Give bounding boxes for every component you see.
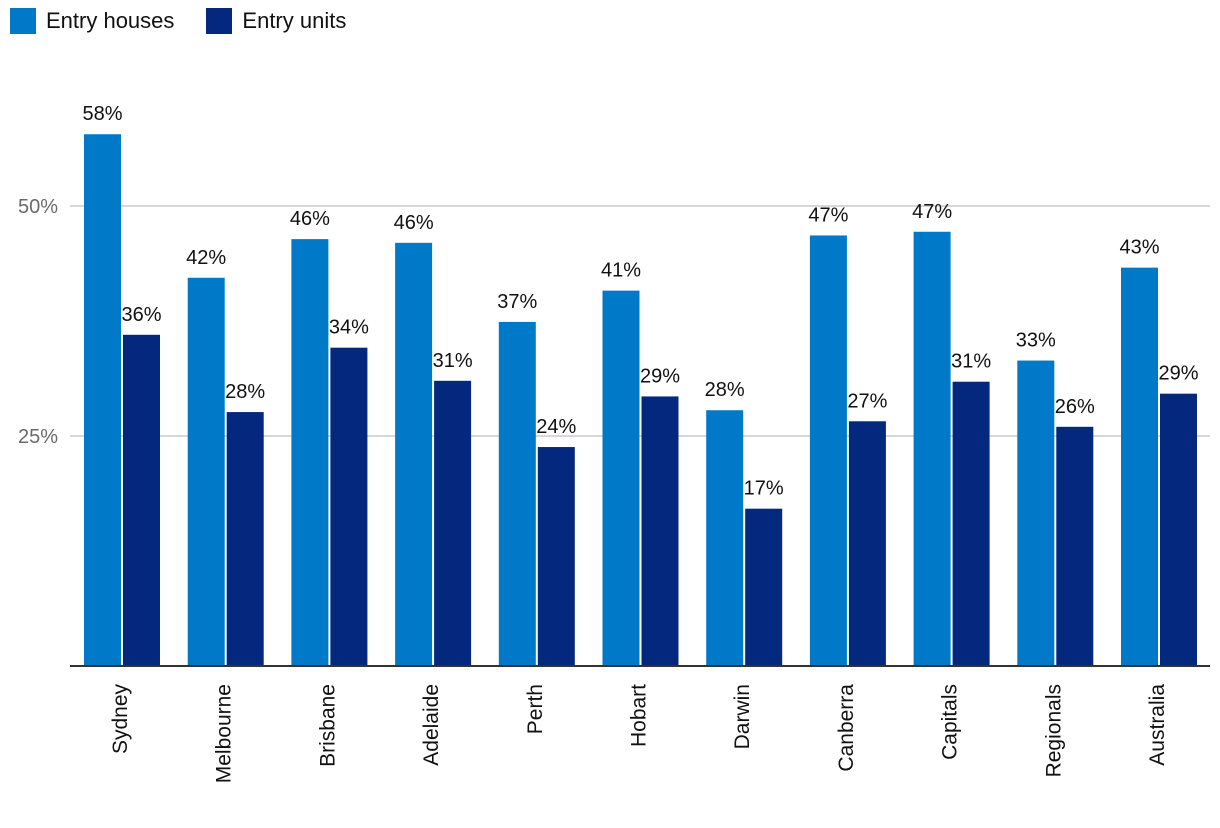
data-label: 47% (912, 201, 952, 223)
bar-canberra-houses (809, 235, 847, 666)
legend-item-entry-houses: Entry houses (10, 8, 174, 34)
data-label: 26% (1055, 396, 1095, 418)
data-label: 46% (394, 212, 434, 234)
x-tick-label-hobart: Hobart (628, 684, 651, 747)
data-label: 36% (121, 304, 161, 326)
data-label: 47% (808, 204, 848, 226)
label-layer: 58% 36% Sydney 42% 28% Melbourne 46% 34% Brisban… (82, 103, 1198, 783)
data-label: 33% (1016, 330, 1056, 352)
y-tick-label: 50% (18, 196, 58, 218)
data-label: 28% (705, 379, 745, 401)
x-tick-label-australia: Australia (1146, 684, 1169, 766)
y-tick-label: 25% (18, 426, 58, 448)
x-tick-label-perth: Perth (524, 684, 547, 734)
data-label: 31% (951, 351, 991, 373)
bar-brisbane-houses (291, 239, 329, 666)
bar-canberra-units (848, 421, 886, 666)
bar-regionals-units (1056, 426, 1094, 666)
data-label: 28% (225, 381, 265, 403)
legend-swatch-entry-houses (10, 8, 36, 34)
x-tick-label-darwin: Darwin (731, 684, 754, 749)
x-tick-label-melbourne: Melbourne (213, 684, 236, 783)
bar-adelaide-units (434, 380, 472, 666)
bar-capitals-units (952, 381, 990, 666)
x-tick-label-adelaide: Adelaide (420, 684, 443, 766)
data-label: 58% (82, 103, 122, 125)
legend-label-entry-units: Entry units (242, 8, 347, 33)
data-label: 29% (1158, 363, 1198, 385)
bar-perth-houses (498, 321, 536, 666)
bar-capitals-houses (913, 231, 951, 666)
x-tick-label-canberra: Canberra (835, 684, 858, 772)
legend-item-entry-units: Entry units (206, 8, 346, 34)
data-label: 37% (497, 291, 537, 313)
bar-regionals-houses (1017, 360, 1055, 666)
bar-darwin-units (745, 508, 783, 666)
x-tick-label-regionals: Regionals (1042, 684, 1065, 777)
bar-melbourne-houses (187, 277, 225, 666)
bar-hobart-units (641, 396, 679, 666)
data-label: 29% (640, 365, 680, 387)
bar-darwin-houses (706, 410, 744, 666)
bar-australia-units (1160, 393, 1197, 666)
bar-melbourne-units (226, 412, 264, 666)
data-label: 43% (1119, 237, 1159, 259)
data-label: 31% (433, 350, 473, 372)
bar-sydney-houses (84, 134, 121, 667)
x-tick-label-brisbane: Brisbane (316, 684, 339, 767)
x-tick-label-sydney: Sydney (109, 684, 132, 755)
bar-brisbane-units (330, 347, 368, 666)
legend: Entry houses Entry units (10, 8, 378, 34)
x-tick-label-capitals: Capitals (939, 684, 962, 760)
data-label: 46% (290, 208, 330, 230)
data-label: 24% (536, 416, 576, 438)
bar-hobart-houses (602, 290, 640, 666)
data-label: 27% (847, 390, 887, 412)
data-label: 42% (186, 247, 226, 269)
bar-perth-units (537, 447, 575, 666)
data-label: 34% (329, 317, 369, 339)
bar-layer (84, 134, 1197, 667)
bar-adelaide-houses (395, 242, 433, 667)
bar-sydney-units (123, 334, 160, 666)
legend-swatch-entry-units (206, 8, 233, 34)
bar-australia-houses (1121, 267, 1158, 666)
data-label: 41% (601, 260, 641, 282)
legend-label-entry-houses: Entry houses (46, 8, 175, 33)
data-label: 17% (744, 478, 784, 500)
